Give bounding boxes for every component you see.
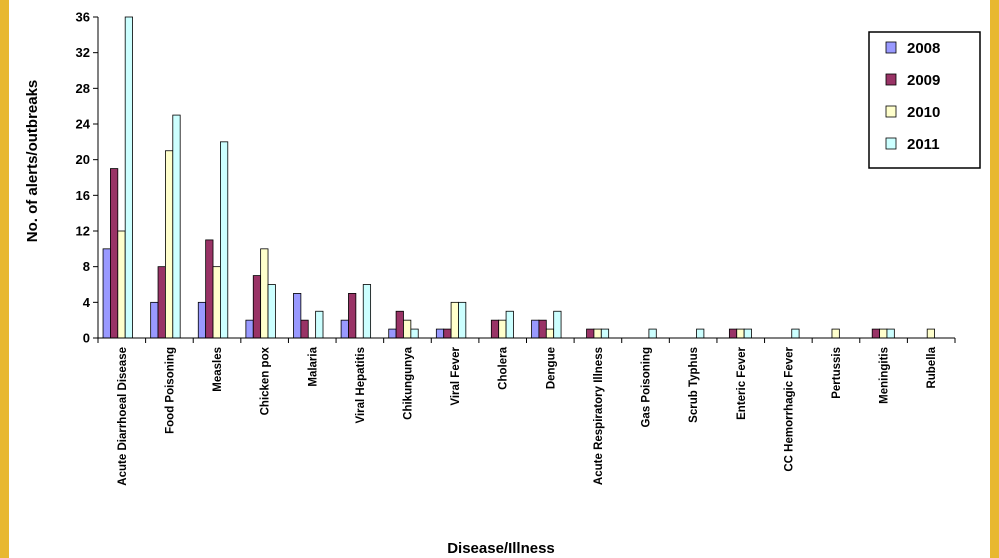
x-category-label: Gas Poisoning: [641, 347, 653, 428]
bar-2010-10: [593, 328, 602, 339]
bar-2009-0: [110, 168, 119, 339]
legend-swatch: [885, 137, 897, 150]
legend-label: 2009: [907, 72, 940, 89]
bar-2010-16: [879, 328, 888, 339]
bar-2011-11: [648, 328, 657, 339]
bar-2011-6: [410, 328, 419, 339]
bars-group: [102, 16, 935, 339]
y-tick-label: 36: [76, 10, 90, 25]
bar-2010-9: [545, 328, 555, 339]
bar-2011-16: [886, 328, 895, 339]
legend-label: 2011: [907, 136, 940, 153]
bar-2011-13: [743, 328, 752, 339]
y-tick-label: 0: [83, 331, 90, 346]
bar-2011-0: [124, 16, 133, 339]
bar-2009-5: [348, 293, 357, 339]
x-category-label: Rubella: [926, 346, 938, 388]
bar-2011-1: [172, 114, 181, 339]
y-ticks-group: 0 4 8 12 16 20 24 28 32 36: [76, 10, 98, 346]
x-category-label: CC Hemorrhagic Fever: [783, 346, 795, 471]
bar-2010-3: [260, 248, 269, 339]
bar-2008-0: [102, 248, 111, 339]
bar-2010-8: [498, 319, 507, 339]
x-category-label: Chicken pox: [260, 346, 272, 415]
bar-2011-4: [315, 310, 324, 339]
x-category-label: Chikungunya: [402, 346, 414, 419]
bar-2008-3: [245, 319, 254, 339]
bar-2011-12: [696, 328, 705, 339]
bar-2008-1: [150, 301, 159, 339]
bar-2009-9: [538, 319, 547, 339]
bar-2011-8: [505, 310, 514, 339]
x-category-label: Malaria: [307, 346, 319, 386]
bar-2011-9: [553, 310, 562, 339]
x-category-label: Enteric Fever: [736, 346, 748, 419]
bar-2008-9: [531, 319, 540, 339]
legend-label: 2008: [907, 40, 940, 57]
bar-2008-7: [435, 328, 445, 339]
legend-swatch: [885, 41, 897, 54]
y-tick-label: 20: [76, 152, 90, 167]
bar-2008-5: [340, 319, 349, 339]
x-category-label: Scrub Typhus: [688, 347, 700, 423]
bar-2009-1: [157, 266, 166, 339]
bar-2008-2: [197, 301, 207, 339]
legend-swatch: [885, 73, 897, 86]
bar-2009-7: [443, 328, 452, 339]
y-tick-label: 16: [76, 188, 90, 203]
bar-2010-1: [165, 150, 174, 339]
x-category-label: Viral Fever: [450, 346, 462, 405]
legend-swatch: [885, 105, 897, 118]
bar-2009-6: [395, 310, 404, 339]
bar-2011-14: [791, 328, 800, 339]
legend-label: 2010: [907, 104, 940, 121]
bar-2009-13: [728, 328, 738, 339]
bar-2009-10: [586, 328, 595, 339]
bar-2009-8: [490, 319, 500, 339]
x-categories-group: Acute Diarrhoeal Disease Food Poisoning Me…: [97, 338, 956, 486]
bar-2009-3: [252, 275, 262, 339]
legend: 2008 2009 2010 2011: [868, 31, 981, 169]
x-category-label: Dengue: [545, 347, 557, 389]
x-category-label: Cholera: [498, 346, 510, 389]
bar-2010-0: [117, 230, 126, 339]
x-category-label: Food Poisoning: [164, 347, 176, 434]
y-tick-label: 4: [83, 295, 91, 310]
bar-2010-17: [926, 328, 935, 339]
bar-2008-6: [388, 328, 397, 339]
y-tick-label: 12: [76, 224, 90, 239]
bar-2011-10: [600, 328, 610, 339]
y-tick-label: 24: [76, 117, 91, 132]
x-category-label: Pertussis: [831, 347, 843, 399]
bar-2010-13: [736, 328, 745, 339]
bar-2010-15: [831, 328, 840, 339]
bar-2011-5: [362, 284, 372, 339]
bar-2010-6: [403, 319, 412, 339]
x-category-label: Acute Diarrhoeal Disease: [117, 347, 129, 486]
x-category-label: Acute Respiratory Illness: [593, 347, 605, 485]
bar-2011-2: [220, 141, 229, 339]
bar-2009-2: [205, 239, 214, 339]
bar-2010-2: [212, 266, 221, 339]
y-tick-label: 32: [76, 45, 90, 60]
x-axis-title: Disease/Illness: [447, 540, 555, 557]
bar-2008-4: [293, 293, 302, 339]
bar-2009-4: [300, 319, 309, 339]
x-category-label: Meningitis: [879, 347, 891, 404]
bar-2011-3: [267, 284, 276, 339]
x-category-label: Viral Hepatitis: [355, 347, 367, 424]
x-category-label: Measles: [212, 347, 224, 392]
y-tick-label: 28: [76, 81, 90, 96]
bar-2011-7: [458, 301, 467, 339]
y-tick-label: 8: [83, 259, 90, 274]
bar-2010-7: [450, 301, 459, 339]
y-axis-title: No. of alerts/outbreaks: [24, 80, 41, 243]
bar-chart: 0 4 8 12 16 20 24 28 32 36 Acute Diarrhoeal Disea…: [24, 10, 981, 557]
bar-2009-16: [871, 328, 880, 339]
